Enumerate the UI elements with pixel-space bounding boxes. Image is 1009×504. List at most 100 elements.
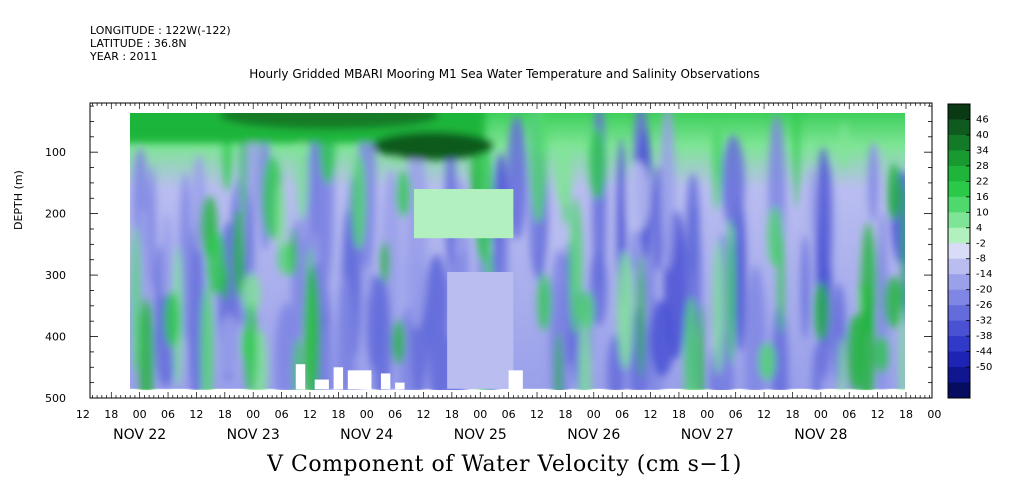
colorbar-label: -50 <box>976 362 992 373</box>
neg-velocity-patch <box>130 300 135 351</box>
missing-data-gap <box>295 364 306 390</box>
gap-upper <box>414 189 514 239</box>
neg-velocity-patch <box>771 304 789 390</box>
x-tick-label: 00 <box>700 408 714 421</box>
missing-data-gap <box>333 367 344 390</box>
pos-velocity-patch <box>616 251 634 370</box>
axes: 12 18 00 06 12 18 00 06 12 18 00 06 12 18 00 06 12 18 00 06… <box>45 102 941 443</box>
colorbar-swatch <box>948 336 970 353</box>
pos-velocity-patch <box>578 311 591 390</box>
neg-velocity-patch <box>659 113 676 271</box>
colorbar-label: 40 <box>976 130 989 141</box>
pos-velocity-patch <box>588 127 606 200</box>
neg-velocity-patch <box>548 248 570 390</box>
neg-velocity-patch <box>98 326 116 387</box>
x-day-label: NOV 22 <box>113 427 166 443</box>
y-tick-label: 300 <box>45 269 66 282</box>
neg-velocity-patch <box>101 176 120 343</box>
colorbar-label: -14 <box>976 269 992 280</box>
colorbar-swatch <box>948 320 970 337</box>
neg-velocity-patch <box>808 166 818 238</box>
neg-velocity-patch <box>104 308 125 388</box>
latitude-label: LATITUDE : 36.8N <box>90 37 187 50</box>
pos-velocity-patch <box>684 296 698 390</box>
pos-velocity-patch <box>395 170 411 218</box>
neg-velocity-patch <box>100 199 124 261</box>
neg-velocity-patch <box>427 254 448 390</box>
neg-velocity-patch <box>89 302 111 467</box>
pos-velocity-patch <box>712 239 724 376</box>
y-tick-label: 100 <box>45 146 66 159</box>
colorbar-label: 4 <box>976 223 982 234</box>
pos-velocity-patch <box>99 199 115 232</box>
x-tick-label: 06 <box>275 408 289 421</box>
colorbar-swatch <box>948 305 970 322</box>
pos-velocity-patch <box>838 336 845 390</box>
year-label: YEAR : 2011 <box>90 50 158 63</box>
x-tick-label: 00 <box>473 408 487 421</box>
pos-velocity-patch <box>883 276 903 329</box>
colorbar-swatch <box>948 150 970 167</box>
neg-velocity-patch <box>147 165 156 289</box>
pos-velocity-patch <box>110 181 124 252</box>
colorbar-swatch <box>948 165 970 182</box>
x-tick-label: 18 <box>672 408 686 421</box>
x-tick-label: 06 <box>842 408 856 421</box>
x-tick-label: 18 <box>785 408 799 421</box>
pos-velocity-patch <box>697 303 705 390</box>
colorbar-swatch <box>948 227 970 244</box>
neg-velocity-patch <box>91 146 105 221</box>
neg-velocity-patch <box>868 142 879 223</box>
pos-velocity-patch <box>537 273 552 332</box>
colorbar-label: 10 <box>976 207 989 218</box>
neg-velocity-patch <box>322 322 332 390</box>
x-tick-label: 06 <box>729 408 743 421</box>
x-tick-label: 00 <box>360 408 374 421</box>
colorbar-label: -44 <box>976 347 992 358</box>
colorbar-swatch <box>948 382 970 399</box>
neg-velocity-patch <box>107 251 125 328</box>
colorbar-label: -2 <box>976 238 986 249</box>
x-tick-label: 06 <box>161 408 175 421</box>
neg-velocity-patch <box>335 274 355 390</box>
pos-velocity-patch <box>901 180 905 314</box>
x-tick-label: 18 <box>899 408 913 421</box>
x-tick-label: 00 <box>927 408 941 421</box>
neg-velocity-patch <box>219 314 239 376</box>
x-tick-label: 06 <box>388 408 402 421</box>
neg-velocity-patch <box>88 135 109 333</box>
field-blobs <box>88 113 905 467</box>
y-tick-label: 200 <box>45 208 66 221</box>
pos-velocity-patch <box>554 331 563 390</box>
missing-data-gap <box>380 373 391 390</box>
x-day-label: NOV 28 <box>794 427 847 443</box>
neg-velocity-patch <box>721 135 745 229</box>
pos-velocity-patch <box>163 291 181 348</box>
colorbar-swatch <box>948 196 970 213</box>
x-tick-label: 00 <box>133 408 147 421</box>
x-tick-label: 12 <box>644 408 658 421</box>
neg-velocity-patch <box>812 344 821 390</box>
colorbar-swatch <box>948 243 970 260</box>
pos-velocity-patch <box>233 210 245 297</box>
neg-velocity-patch <box>188 217 205 390</box>
x-tick-label: 12 <box>76 408 90 421</box>
missing-data-gap <box>395 382 405 390</box>
pos-velocity-patch <box>241 273 261 315</box>
colorbar-swatch <box>948 104 970 120</box>
pos-velocity-patch <box>131 226 141 374</box>
x-day-label: NOV 27 <box>681 427 734 443</box>
colorbar-label: -32 <box>976 316 992 327</box>
pos-velocity-patch <box>793 113 800 207</box>
x-tick-label: 18 <box>331 408 345 421</box>
colorbar-label: -20 <box>976 285 992 296</box>
neg-velocity-patch <box>373 276 392 390</box>
x-tick-label: 18 <box>558 408 572 421</box>
velocity-field <box>88 113 905 467</box>
surface-max-patch <box>372 132 493 161</box>
pos-velocity-patch <box>380 241 390 284</box>
colorbar-swatch <box>948 351 970 368</box>
x-tick-label: 06 <box>502 408 516 421</box>
